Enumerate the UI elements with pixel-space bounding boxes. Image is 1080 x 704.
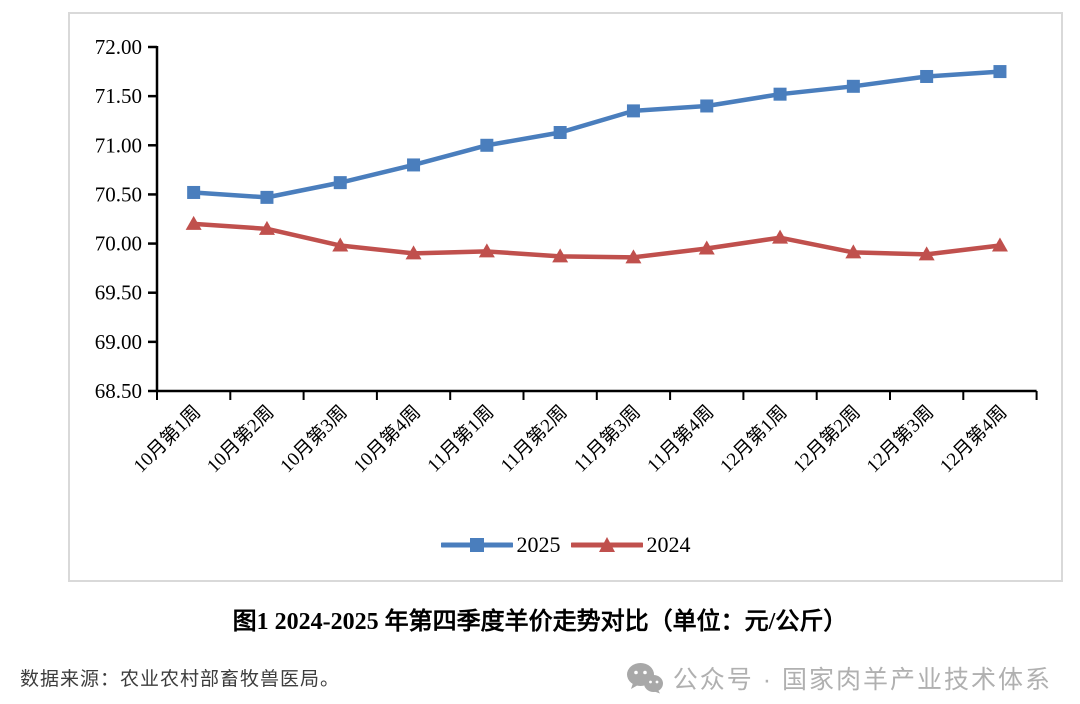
data-point-marker [918,246,935,261]
legend-label: 2024 [646,532,691,557]
x-tick-label: 10月第4周 [349,401,425,477]
data-point-marker [993,65,1007,79]
data-point-marker [552,248,569,263]
y-tick-label: 71.00 [95,133,142,157]
legend-label: 2025 [516,532,561,557]
data-point-marker [260,190,274,204]
square-marker-icon [440,538,513,552]
data-point-marker [553,126,567,140]
y-tick-label: 68.50 [95,379,142,403]
line-chart-canvas: 68.50 69.00 69.50 70.00 70.50 71.00 71.50 72.00… [95,35,1038,477]
chart-legend: 2025 2024 [70,532,1061,558]
data-point-marker [625,249,642,264]
x-tick-label: 10月第1周 [129,401,205,477]
x-axis: 10月第1周10月第2周10月第3周10月第4周11月第1周11月第2周11月第… [129,389,1038,477]
data-point-marker [700,99,714,113]
x-tick-label: 12月第1周 [716,401,792,477]
y-tick-label: 69.50 [95,281,142,305]
data-source-note: 数据来源：农业农村部畜牧兽医局。 [20,669,341,690]
data-point-marker [185,215,202,230]
x-tick-label: 11月第1周 [423,401,499,477]
y-tick-label: 69.00 [95,330,142,354]
y-tick-label: 70.00 [95,232,142,256]
watermark: 公众号 · 国家肉羊产业技术体系 [626,660,1052,696]
x-tick-label: 11月第3周 [569,401,645,477]
data-point-marker [845,244,862,259]
data-point-marker [626,104,640,118]
x-tick-label: 11月第2周 [496,401,572,477]
y-axis: 68.50 69.00 69.50 70.00 70.50 71.00 71.50 72.00 [95,35,159,403]
data-point-marker [478,243,495,258]
data-point-marker [480,138,494,152]
data-point-marker [187,185,201,199]
wechat-icon [626,663,663,694]
x-tick-label: 12月第2周 [789,401,865,477]
data-point-marker [772,229,789,244]
data-point-marker [407,158,421,172]
data-point-marker [920,69,934,83]
series-line [191,69,1003,200]
legend-item-2024: 2024 [570,532,691,558]
data-point-marker [773,87,787,101]
x-tick-label: 12月第3周 [862,401,938,477]
y-tick-label: 72.00 [95,35,142,59]
data-point-marker [332,237,349,252]
series-2025 [187,65,1007,204]
legend-item-2025: 2025 [440,532,561,558]
figure-caption: 图1 2024-2025 年第四季度羊价走势对比（单位：元/公斤） [232,609,848,635]
watermark-text: 公众号 · 国家肉羊产业技术体系 [672,666,1052,694]
data-point-marker [991,237,1008,252]
data-point-marker [258,220,275,235]
x-tick-label: 10月第2周 [202,401,278,477]
y-tick-label: 70.50 [95,182,142,206]
data-point-marker [846,79,860,93]
x-tick-label: 10月第3周 [276,401,352,477]
x-tick-label: 11月第4周 [643,401,719,477]
price-trend-chart: 68.50 69.00 69.50 70.00 70.50 71.00 71.50 72.00… [68,12,1063,582]
data-point-marker [333,176,347,190]
data-point-marker [405,245,422,260]
y-tick-label: 71.50 [95,84,142,108]
x-tick-label: 12月第4周 [935,401,1011,477]
footer-row: 数据来源：农业农村部畜牧兽医局。 公众号 · 国家肉羊产业技术体系 [0,658,1080,704]
triangle-marker-icon [570,537,643,552]
series-line [191,221,1003,260]
series-2024 [185,215,1008,264]
data-point-marker [698,240,715,255]
